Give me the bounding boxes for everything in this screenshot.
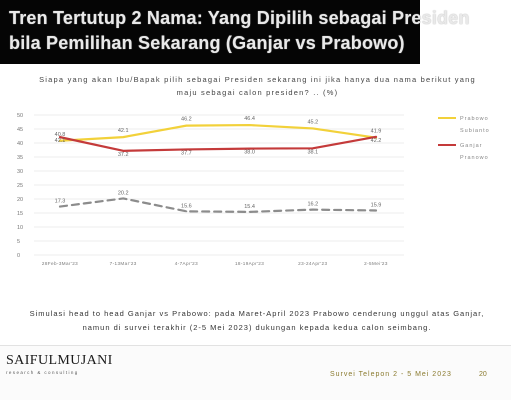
data-point xyxy=(311,147,314,150)
data-label: 45.2 xyxy=(307,119,318,125)
data-label: 15.4 xyxy=(244,204,255,210)
data-label: 41.9 xyxy=(371,129,382,135)
data-label: 17.3 xyxy=(55,199,66,205)
page-number: 20 xyxy=(479,371,487,378)
data-point xyxy=(248,210,251,213)
y-tick-label: 10 xyxy=(17,225,23,231)
data-point xyxy=(185,148,188,151)
data-label: 15.6 xyxy=(181,203,192,209)
data-label: 37.2 xyxy=(118,152,129,158)
y-tick-label: 15 xyxy=(17,211,23,217)
data-point xyxy=(185,124,188,127)
footer-divider xyxy=(0,345,511,346)
data-point xyxy=(59,139,61,142)
data-point xyxy=(375,209,377,212)
data-point xyxy=(248,124,251,126)
y-tick-label: 25 xyxy=(17,183,23,189)
x-tick-label: 4-7Apr'23 xyxy=(175,261,198,266)
data-label: 20.2 xyxy=(118,190,129,196)
data-label: 38.0 xyxy=(244,150,255,156)
series-line xyxy=(58,135,378,152)
trend-line-chart: 0 5 10 15 20 25 30 35 40 45 50 28Feb-3Mar'23 7-13Mar… xyxy=(17,113,490,266)
data-label: 42.1 xyxy=(55,138,66,144)
data-label: 42.2 xyxy=(371,138,382,144)
y-tick-label: 5 xyxy=(17,239,20,245)
y-tick-label: 35 xyxy=(17,155,23,161)
data-label: 40.8 xyxy=(55,132,66,138)
data-label: 42.1 xyxy=(118,128,129,134)
y-tick-label: 45 xyxy=(17,127,23,133)
data-point xyxy=(311,127,314,130)
slide-title-line-1: Tren Tertutup 2 Nama: Yang Dipilih sebag… xyxy=(9,8,470,28)
legend-label: Subianto xyxy=(460,128,490,134)
x-tick-label: 28Feb-3Mar'23 xyxy=(42,261,78,266)
data-label: 16.2 xyxy=(307,202,318,208)
title-band: Tren Tertutup 2 Nama: Yang Dipilih sebag… xyxy=(0,0,469,64)
x-tick-label: 2-5Mei'23 xyxy=(364,261,388,266)
logo-tagline: research & consulting xyxy=(6,370,79,375)
y-tick-label: 0 xyxy=(17,253,20,259)
data-label: 38.1 xyxy=(307,149,318,155)
x-tick-label: 23-24Apr'23 xyxy=(298,261,327,266)
data-point xyxy=(59,136,61,139)
survey-source: Survei Telepon 2 - 5 Mei 2023 xyxy=(330,371,452,378)
data-point xyxy=(185,210,188,213)
smrc-logo: SAIFULMUJANI research & consulting xyxy=(6,353,113,375)
data-point xyxy=(122,197,125,200)
data-point xyxy=(122,149,125,152)
legend-label: Prabowo xyxy=(460,116,489,122)
data-point xyxy=(375,135,377,138)
survey-question: Siapa yang akan Ibu/Bapak pilih sebagai … xyxy=(39,75,476,97)
y-tick-label: 20 xyxy=(17,197,23,203)
data-label: 46.2 xyxy=(181,117,192,123)
data-point xyxy=(59,205,61,208)
slide-title-line-2: bila Pemilihan Sekarang (Ganjar vs Prabo… xyxy=(9,33,405,53)
data-point xyxy=(122,136,125,139)
series-line xyxy=(58,197,378,213)
data-label: 15.9 xyxy=(371,202,382,208)
data-point xyxy=(311,208,314,211)
legend-label: Ganjar xyxy=(460,143,483,149)
x-tick-label: 18-19Apr'23 xyxy=(235,261,264,266)
data-label: 37.7 xyxy=(181,150,192,156)
series-line xyxy=(58,123,378,142)
y-tick-label: 40 xyxy=(17,141,23,147)
y-tick-label: 50 xyxy=(17,113,23,119)
x-tick-label: 7-13Mar'23 xyxy=(110,261,137,266)
footer-band xyxy=(0,346,511,400)
data-label: 46.4 xyxy=(244,116,255,122)
legend-label: Pranowo xyxy=(460,155,489,161)
data-point xyxy=(248,147,251,150)
summary-text: Simulasi head to head Ganjar vs Prabowo:… xyxy=(29,309,485,332)
logo-name: SAIFULMUJANI xyxy=(6,353,113,368)
y-tick-label: 30 xyxy=(17,169,23,175)
